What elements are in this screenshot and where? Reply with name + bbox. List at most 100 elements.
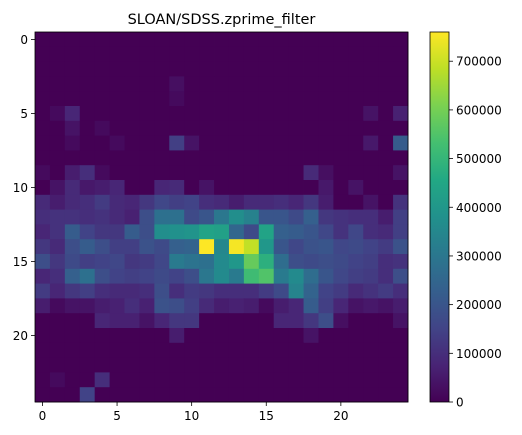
heatmap-cell xyxy=(64,150,81,166)
heatmap-cell xyxy=(79,209,96,225)
colorbar-tick-label: 400000 xyxy=(456,201,502,215)
heatmap-cell xyxy=(228,209,245,225)
heatmap-cell xyxy=(288,194,304,210)
heatmap-cell xyxy=(184,387,200,403)
heatmap-cell xyxy=(184,32,200,48)
heatmap-cell xyxy=(348,165,364,181)
heatmap-cell xyxy=(214,32,230,48)
heatmap-cell xyxy=(35,209,51,225)
heatmap-cell xyxy=(199,106,215,122)
heatmap-cell xyxy=(243,209,260,225)
heatmap-cell xyxy=(109,328,125,344)
heatmap-cell xyxy=(303,224,319,240)
heatmap-cell xyxy=(303,209,319,225)
heatmap-cell xyxy=(378,283,394,299)
heatmap-cell xyxy=(79,106,96,122)
heatmap-cell xyxy=(303,298,319,314)
heatmap-cell xyxy=(243,387,260,403)
heatmap-cell xyxy=(228,180,245,196)
heatmap-cell xyxy=(363,165,379,181)
heatmap-cell xyxy=(139,328,155,344)
heatmap-cell xyxy=(243,372,260,388)
heatmap-cell xyxy=(79,150,96,166)
heatmap-cells xyxy=(35,32,409,403)
heatmap-cell xyxy=(303,120,319,136)
heatmap-cell xyxy=(184,268,200,284)
heatmap-cell xyxy=(124,194,140,210)
heatmap-cell xyxy=(199,46,215,62)
heatmap-cell xyxy=(49,209,66,225)
heatmap-cell xyxy=(303,150,319,166)
heatmap-cell xyxy=(318,387,334,403)
heatmap-cell xyxy=(228,239,245,255)
heatmap-cell xyxy=(288,209,304,225)
heatmap-cell xyxy=(288,106,304,122)
heatmap-cell xyxy=(124,254,140,270)
heatmap-cell xyxy=(199,298,215,314)
heatmap-cell xyxy=(348,91,364,107)
colorbar-tick-label: 0 xyxy=(456,396,464,410)
heatmap-cell xyxy=(64,135,81,151)
y-tick-label: 15 xyxy=(13,255,28,269)
heatmap-cell xyxy=(139,313,155,329)
heatmap-cell xyxy=(333,76,349,92)
heatmap-cell xyxy=(199,283,215,299)
heatmap-cell xyxy=(64,387,81,403)
heatmap-cell xyxy=(139,342,155,358)
heatmap-cell xyxy=(139,268,155,284)
heatmap-cell xyxy=(288,76,304,92)
heatmap-cell xyxy=(214,76,230,92)
heatmap-cell xyxy=(363,254,379,270)
heatmap-cell xyxy=(333,46,349,62)
heatmap-cell xyxy=(79,120,96,136)
heatmap-cell xyxy=(393,357,409,373)
heatmap-cell xyxy=(378,135,394,151)
heatmap-cell xyxy=(49,165,66,181)
heatmap-cell xyxy=(49,342,66,358)
heatmap-cell xyxy=(378,342,394,358)
heatmap-cell xyxy=(169,91,185,107)
heatmap-cell xyxy=(169,283,185,299)
colorbar-tick-label: 700000 xyxy=(456,55,502,69)
heatmap-cell xyxy=(64,209,81,225)
heatmap-cell xyxy=(393,298,409,314)
heatmap-cell xyxy=(214,313,230,329)
heatmap-cell xyxy=(35,387,51,403)
heatmap-cell xyxy=(273,46,290,62)
heatmap-cell xyxy=(139,283,155,299)
heatmap-cell xyxy=(214,150,230,166)
heatmap-cell xyxy=(184,165,200,181)
heatmap-cell xyxy=(64,268,81,284)
heatmap-cell xyxy=(94,150,110,166)
heatmap-cell xyxy=(228,194,245,210)
heatmap-cell xyxy=(199,342,215,358)
heatmap-cell xyxy=(169,357,185,373)
heatmap-cell xyxy=(49,283,66,299)
heatmap-cell xyxy=(49,91,66,107)
heatmap-cell xyxy=(228,61,245,77)
heatmap-cell xyxy=(243,150,260,166)
heatmap-cell xyxy=(273,150,290,166)
heatmap-cell xyxy=(49,313,66,329)
heatmap-cell xyxy=(258,254,275,270)
heatmap-cell xyxy=(35,194,51,210)
heatmap-cell xyxy=(214,106,230,122)
heatmap-cell xyxy=(109,194,125,210)
heatmap-cell xyxy=(243,194,260,210)
heatmap-cell xyxy=(109,91,125,107)
heatmap-cell xyxy=(258,268,275,284)
heatmap-cell xyxy=(109,150,125,166)
heatmap-cell xyxy=(199,150,215,166)
heatmap-cell xyxy=(35,46,51,62)
heatmap-cell xyxy=(288,328,304,344)
heatmap-cell xyxy=(273,224,290,240)
heatmap-cell xyxy=(273,135,290,151)
heatmap-cell xyxy=(393,372,409,388)
heatmap-cell xyxy=(318,372,334,388)
heatmap-cell xyxy=(378,254,394,270)
heatmap-cell xyxy=(64,180,81,196)
heatmap-cell xyxy=(243,283,260,299)
heatmap-cell xyxy=(228,372,245,388)
heatmap-cell xyxy=(154,357,170,373)
heatmap-cell xyxy=(303,357,319,373)
